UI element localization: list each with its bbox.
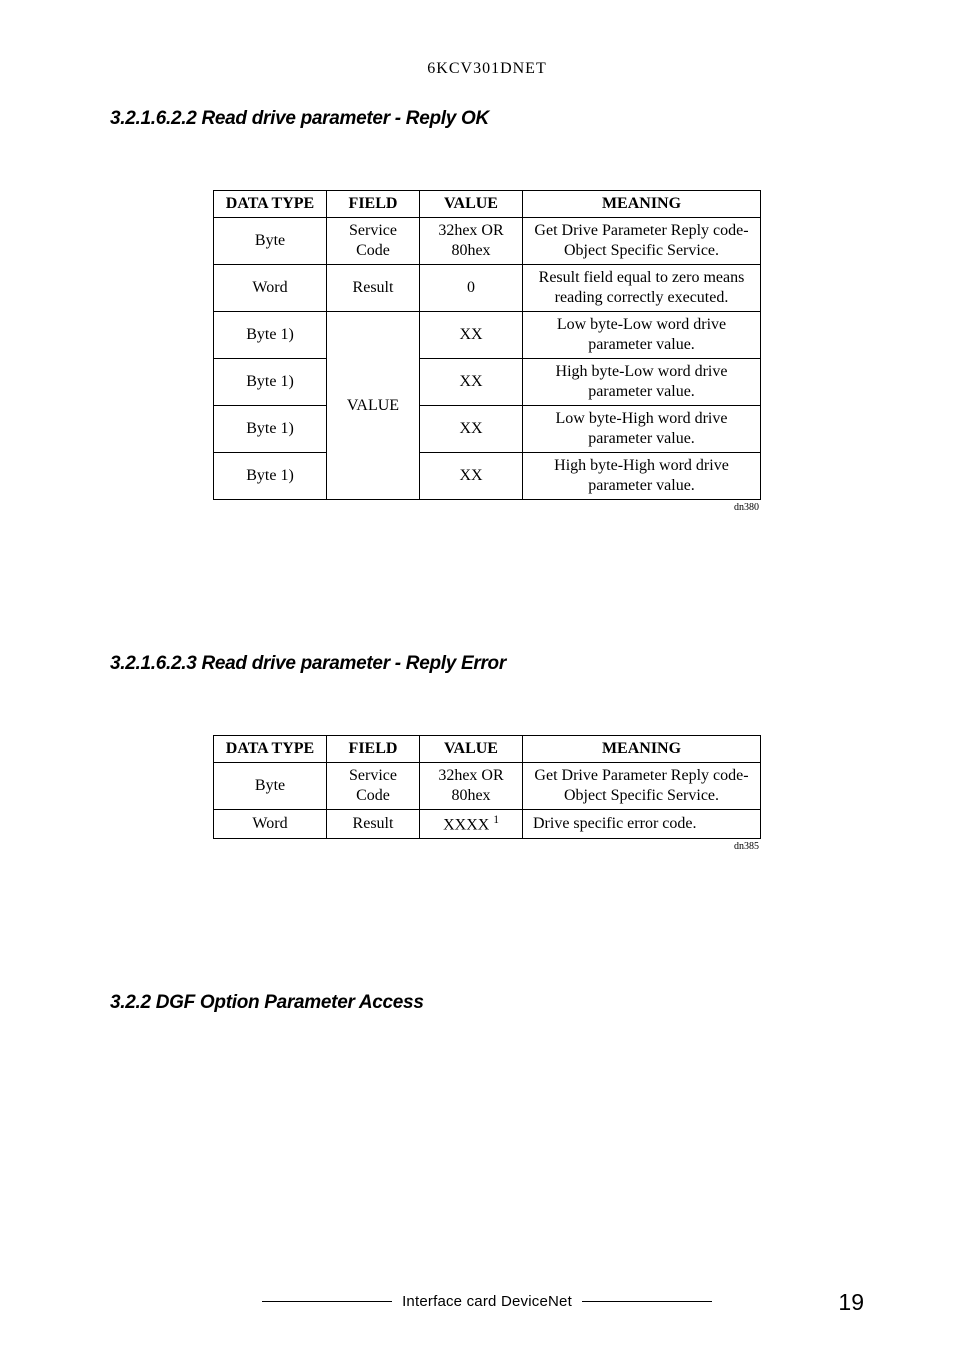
reply-error-table-block: DATA TYPE FIELD VALUE MEANING Byte Servi…	[110, 735, 864, 852]
footer-rule-left	[262, 1301, 392, 1302]
col-header-value: VALUE	[420, 736, 523, 763]
table-cell: Low byte-Low word drive parameter value.	[523, 312, 761, 359]
table-cell: High byte-Low word drive parameter value…	[523, 359, 761, 406]
table-cell: Result	[327, 810, 420, 839]
table-cell: Byte 1)	[214, 453, 327, 500]
table-cell: XX	[420, 312, 523, 359]
col-header-meaning: MEANING	[523, 736, 761, 763]
table-cell: VALUE	[327, 312, 420, 500]
table-cell: Result field equal to zero means reading…	[523, 265, 761, 312]
table-cell: 0	[420, 265, 523, 312]
col-header-meaning: MEANING	[523, 191, 761, 218]
footer-rule-right	[582, 1301, 712, 1302]
table-cell: Byte 1)	[214, 359, 327, 406]
table-cell: Byte 1)	[214, 406, 327, 453]
section-heading-dgf-option: 3.2.2 DGF Option Parameter Access	[110, 992, 864, 1014]
table-cell: Result	[327, 265, 420, 312]
table-cell: 32hex OR 80hex	[420, 218, 523, 265]
table-cell: 32hex OR 80hex	[420, 763, 523, 810]
table-cell: XXXX 1	[420, 810, 523, 839]
table-cell: Byte	[214, 218, 327, 265]
reply-ok-table-block: DATA TYPE FIELD VALUE MEANING Byte Servi…	[110, 190, 864, 513]
table-cell: Get Drive Parameter Reply code- Object S…	[523, 763, 761, 810]
table-cell: Word	[214, 810, 327, 839]
reply-error-table: DATA TYPE FIELD VALUE MEANING Byte Servi…	[213, 735, 761, 839]
col-header-value: VALUE	[420, 191, 523, 218]
table-cell: Drive specific error code.	[523, 810, 761, 839]
table-cell: Word	[214, 265, 327, 312]
page-header: 6KCV301DNET	[110, 60, 864, 78]
table-cell: Service Code	[327, 218, 420, 265]
table-cell: XX	[420, 406, 523, 453]
section-heading-reply-error: 3.2.1.6.2.3 Read drive parameter - Reply…	[110, 653, 864, 675]
reply-ok-table: DATA TYPE FIELD VALUE MEANING Byte Servi…	[213, 190, 761, 500]
table-cell: Service Code	[327, 763, 420, 810]
table-cell: Low byte-High word drive parameter value…	[523, 406, 761, 453]
col-header-field: FIELD	[327, 191, 420, 218]
section-heading-reply-ok: 3.2.1.6.2.2 Read drive parameter - Reply…	[110, 108, 864, 130]
table-cell: XX	[420, 453, 523, 500]
col-header-field: FIELD	[327, 736, 420, 763]
table-caption-dn385: dn385	[213, 841, 761, 852]
table-cell: XX	[420, 359, 523, 406]
table-caption-dn380: dn380	[213, 502, 761, 513]
footer-text: Interface card DeviceNet	[392, 1293, 582, 1310]
col-header-datatype: DATA TYPE	[214, 736, 327, 763]
table-cell: Byte	[214, 763, 327, 810]
page-footer: Interface card DeviceNet 19	[0, 1293, 954, 1310]
table-cell: Get Drive Parameter Reply code- Object S…	[523, 218, 761, 265]
table-cell: High byte-High word drive parameter valu…	[523, 453, 761, 500]
page-number: 19	[838, 1289, 864, 1316]
col-header-datatype: DATA TYPE	[214, 191, 327, 218]
table-cell: Byte 1)	[214, 312, 327, 359]
